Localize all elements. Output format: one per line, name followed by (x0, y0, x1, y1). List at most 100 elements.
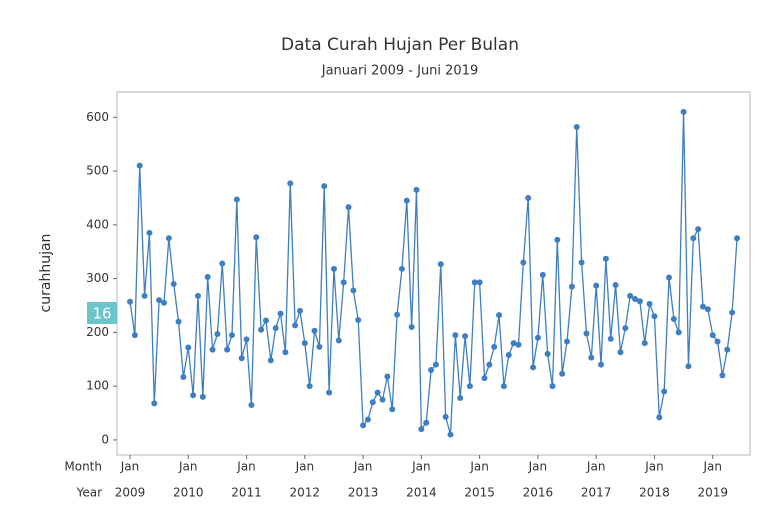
data-point (151, 400, 158, 407)
y-tick-label: 400 (86, 217, 109, 231)
data-point (559, 370, 566, 377)
data-point (505, 351, 512, 358)
data-point (131, 332, 138, 339)
x-row-label: Month (64, 460, 102, 474)
data-point (432, 361, 439, 368)
data-point (175, 318, 182, 325)
data-point (413, 186, 420, 193)
data-point (564, 338, 571, 345)
data-point (627, 292, 634, 299)
data-point (253, 234, 260, 241)
data-point (272, 325, 279, 332)
data-point (729, 309, 736, 316)
data-point (612, 282, 619, 289)
data-point (661, 388, 668, 395)
data-point (573, 123, 580, 130)
data-point (530, 364, 537, 371)
year-label: 2016 (523, 486, 554, 500)
data-point (209, 346, 216, 353)
data-point (364, 416, 371, 423)
data-point (262, 317, 269, 324)
year-label: 2013 (348, 486, 379, 500)
year-label: 2014 (406, 486, 437, 500)
y-tick-label: 200 (86, 325, 109, 339)
data-point (340, 279, 347, 286)
year-label: 2015 (464, 486, 495, 500)
data-point (666, 274, 673, 281)
data-point (491, 343, 498, 350)
data-point (360, 422, 367, 429)
data-point (146, 229, 153, 236)
year-label: 2018 (639, 486, 670, 500)
data-point (219, 260, 226, 267)
data-point (471, 279, 478, 286)
year-label: 2009 (115, 486, 146, 500)
plot-area (116, 91, 751, 456)
data-point (379, 396, 386, 403)
data-point (690, 235, 697, 242)
data-point (680, 108, 687, 115)
data-point (496, 312, 503, 319)
data-point (194, 292, 201, 299)
data-point (394, 311, 401, 318)
data-point (301, 340, 308, 347)
data-point (583, 330, 590, 337)
data-point (204, 273, 211, 280)
data-point (428, 367, 435, 374)
y-tick-label: 500 (86, 164, 109, 178)
data-point (355, 317, 362, 324)
data-point (442, 413, 449, 420)
data-point (160, 299, 167, 306)
data-point (418, 426, 425, 433)
year-label: 2010 (173, 486, 204, 500)
data-point (466, 383, 473, 390)
data-point (199, 393, 206, 400)
data-point (330, 265, 337, 272)
data-point (515, 341, 522, 348)
x-tick-label: Jan (469, 460, 489, 474)
x-tick-label: Jan (295, 460, 315, 474)
data-point (258, 326, 265, 333)
x-tick-label: Jan (586, 460, 606, 474)
data-point (593, 282, 600, 289)
data-point (214, 331, 221, 337)
data-point (398, 265, 405, 272)
data-point (588, 354, 595, 361)
data-point (437, 261, 444, 268)
data-point (306, 383, 313, 390)
data-point (141, 292, 148, 299)
x-tick-label: Jan (644, 460, 664, 474)
data-point (520, 259, 527, 266)
data-point (724, 346, 731, 353)
x-tick-label: Jan (702, 460, 722, 474)
x-row-label: Year (76, 486, 102, 500)
data-point (374, 389, 381, 396)
chart-subtitle: Januari 2009 - Juni 2019 (321, 64, 479, 79)
data-point (243, 336, 250, 343)
data-point (462, 333, 469, 340)
data-point (296, 307, 303, 314)
y-axis-label: curahhujan (38, 234, 54, 313)
data-point (389, 406, 396, 413)
data-point (136, 162, 143, 169)
data-point (267, 357, 274, 364)
data-point (326, 389, 333, 396)
data-point (423, 419, 430, 426)
x-tick-label: Jan (120, 460, 140, 474)
annotation-box (87, 302, 117, 324)
data-point (695, 226, 702, 233)
data-point (165, 235, 172, 242)
data-point (238, 355, 245, 362)
data-point (292, 322, 299, 329)
year-label: 2011 (231, 486, 262, 500)
data-point (525, 194, 532, 201)
data-point (224, 346, 231, 353)
data-point (534, 334, 541, 341)
data-point (287, 180, 294, 187)
data-point (248, 401, 255, 408)
data-point (670, 315, 677, 322)
data-point (369, 399, 376, 406)
data-point (700, 303, 707, 310)
data-point (651, 313, 658, 320)
